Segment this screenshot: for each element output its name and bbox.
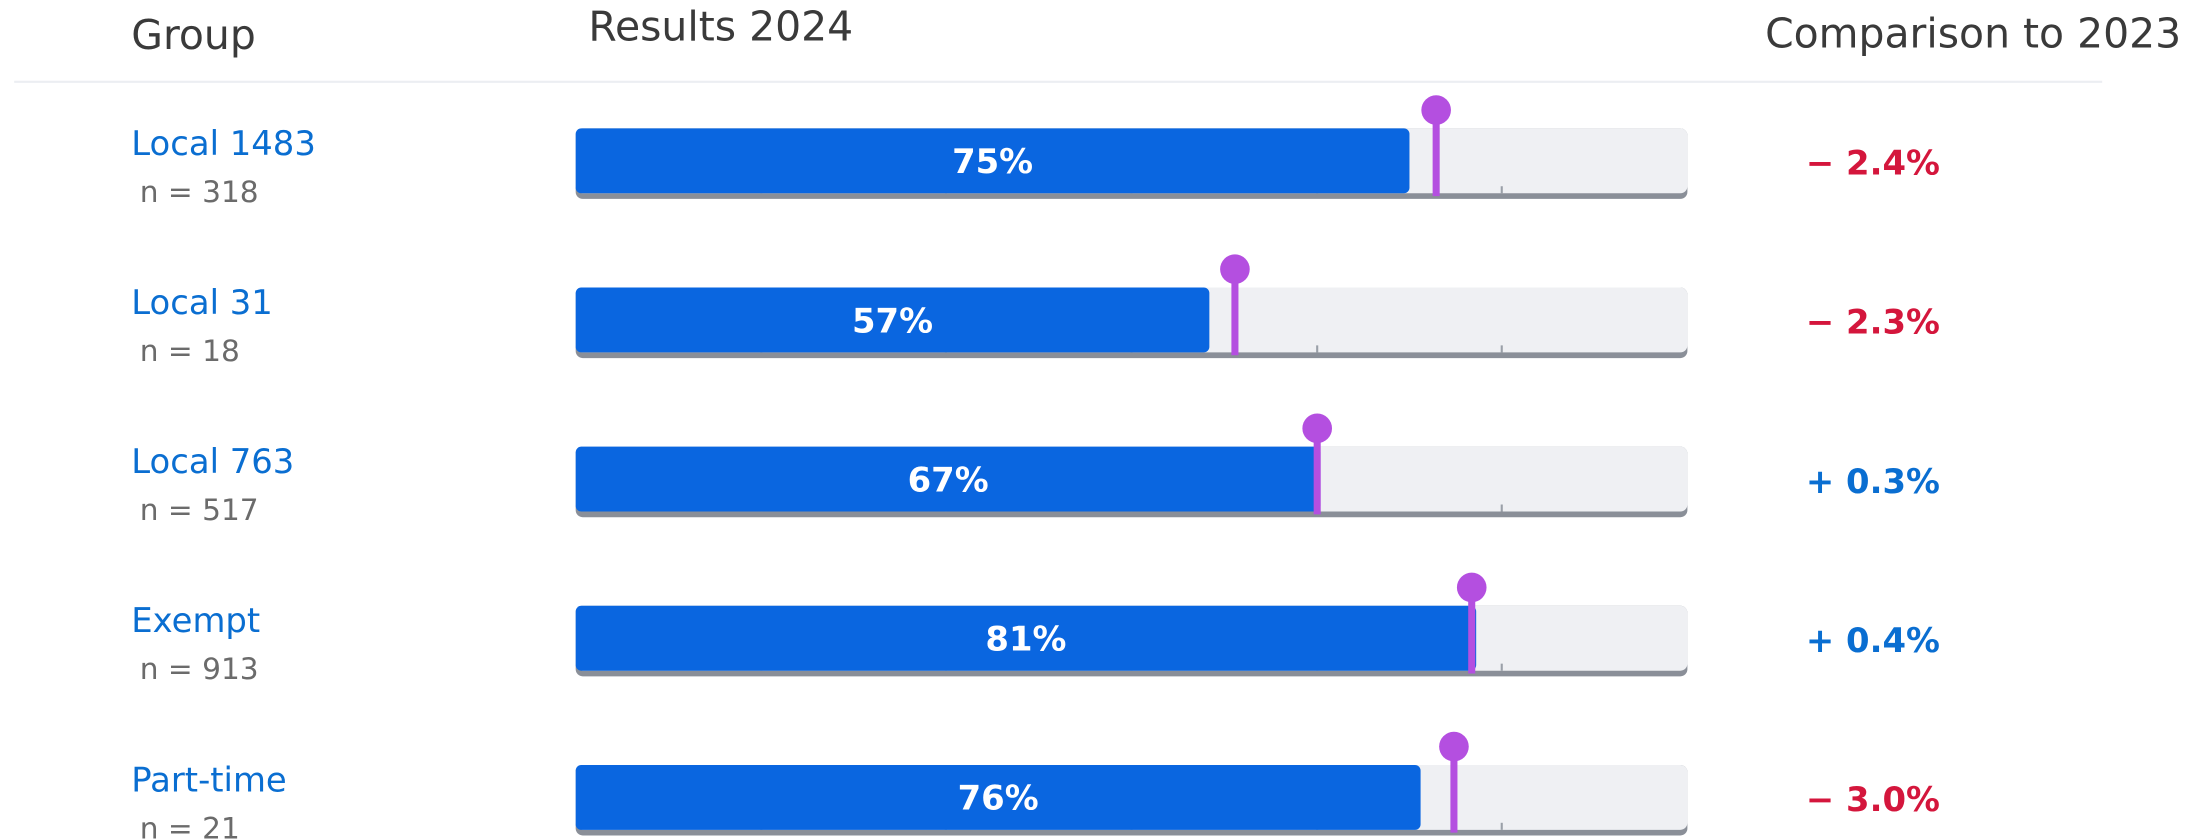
group-count: n = 517 bbox=[140, 493, 259, 527]
bar-label: 67% bbox=[908, 460, 989, 499]
bar-label: 75% bbox=[952, 142, 1033, 181]
bar-label: 76% bbox=[958, 779, 1039, 818]
change-label: + 0.4% bbox=[1806, 621, 1940, 660]
group-name: Local 1483 bbox=[131, 124, 316, 163]
bar bbox=[575, 287, 1210, 353]
bar bbox=[575, 605, 1477, 671]
change-label: − 2.4% bbox=[1806, 144, 1940, 183]
group-count: n = 18 bbox=[140, 334, 240, 368]
bar bbox=[575, 128, 1410, 194]
previous-marker bbox=[1421, 95, 1451, 197]
bar-label: 81% bbox=[985, 620, 1066, 659]
group-name: Exempt bbox=[131, 601, 260, 640]
group-name: Local 31 bbox=[131, 283, 273, 322]
marker-head bbox=[1421, 95, 1451, 125]
marker-head bbox=[1439, 731, 1469, 762]
header-results: Results 2024 bbox=[588, 3, 853, 51]
marker-head bbox=[1456, 572, 1487, 603]
change-label: + 0.3% bbox=[1806, 462, 1940, 501]
group-count: n = 913 bbox=[140, 652, 259, 686]
group-count: n = 21 bbox=[140, 811, 240, 840]
previous-marker bbox=[1302, 413, 1333, 515]
header-comparison: Comparison to 2023 bbox=[1765, 10, 2181, 58]
previous-marker bbox=[1220, 254, 1250, 356]
previous-marker bbox=[1439, 731, 1469, 833]
bar bbox=[575, 446, 1321, 512]
change-label: − 3.0% bbox=[1806, 780, 1940, 819]
bar bbox=[575, 764, 1421, 830]
marker-head bbox=[1302, 413, 1333, 444]
bar-label: 57% bbox=[852, 301, 933, 340]
group-name: Local 763 bbox=[131, 442, 294, 481]
group-count: n = 318 bbox=[140, 175, 259, 209]
marker-head bbox=[1220, 254, 1250, 284]
header-group: Group bbox=[131, 11, 256, 59]
previous-marker bbox=[1456, 572, 1487, 674]
change-label: − 2.3% bbox=[1806, 303, 1940, 342]
group-name: Part-time bbox=[131, 760, 286, 799]
